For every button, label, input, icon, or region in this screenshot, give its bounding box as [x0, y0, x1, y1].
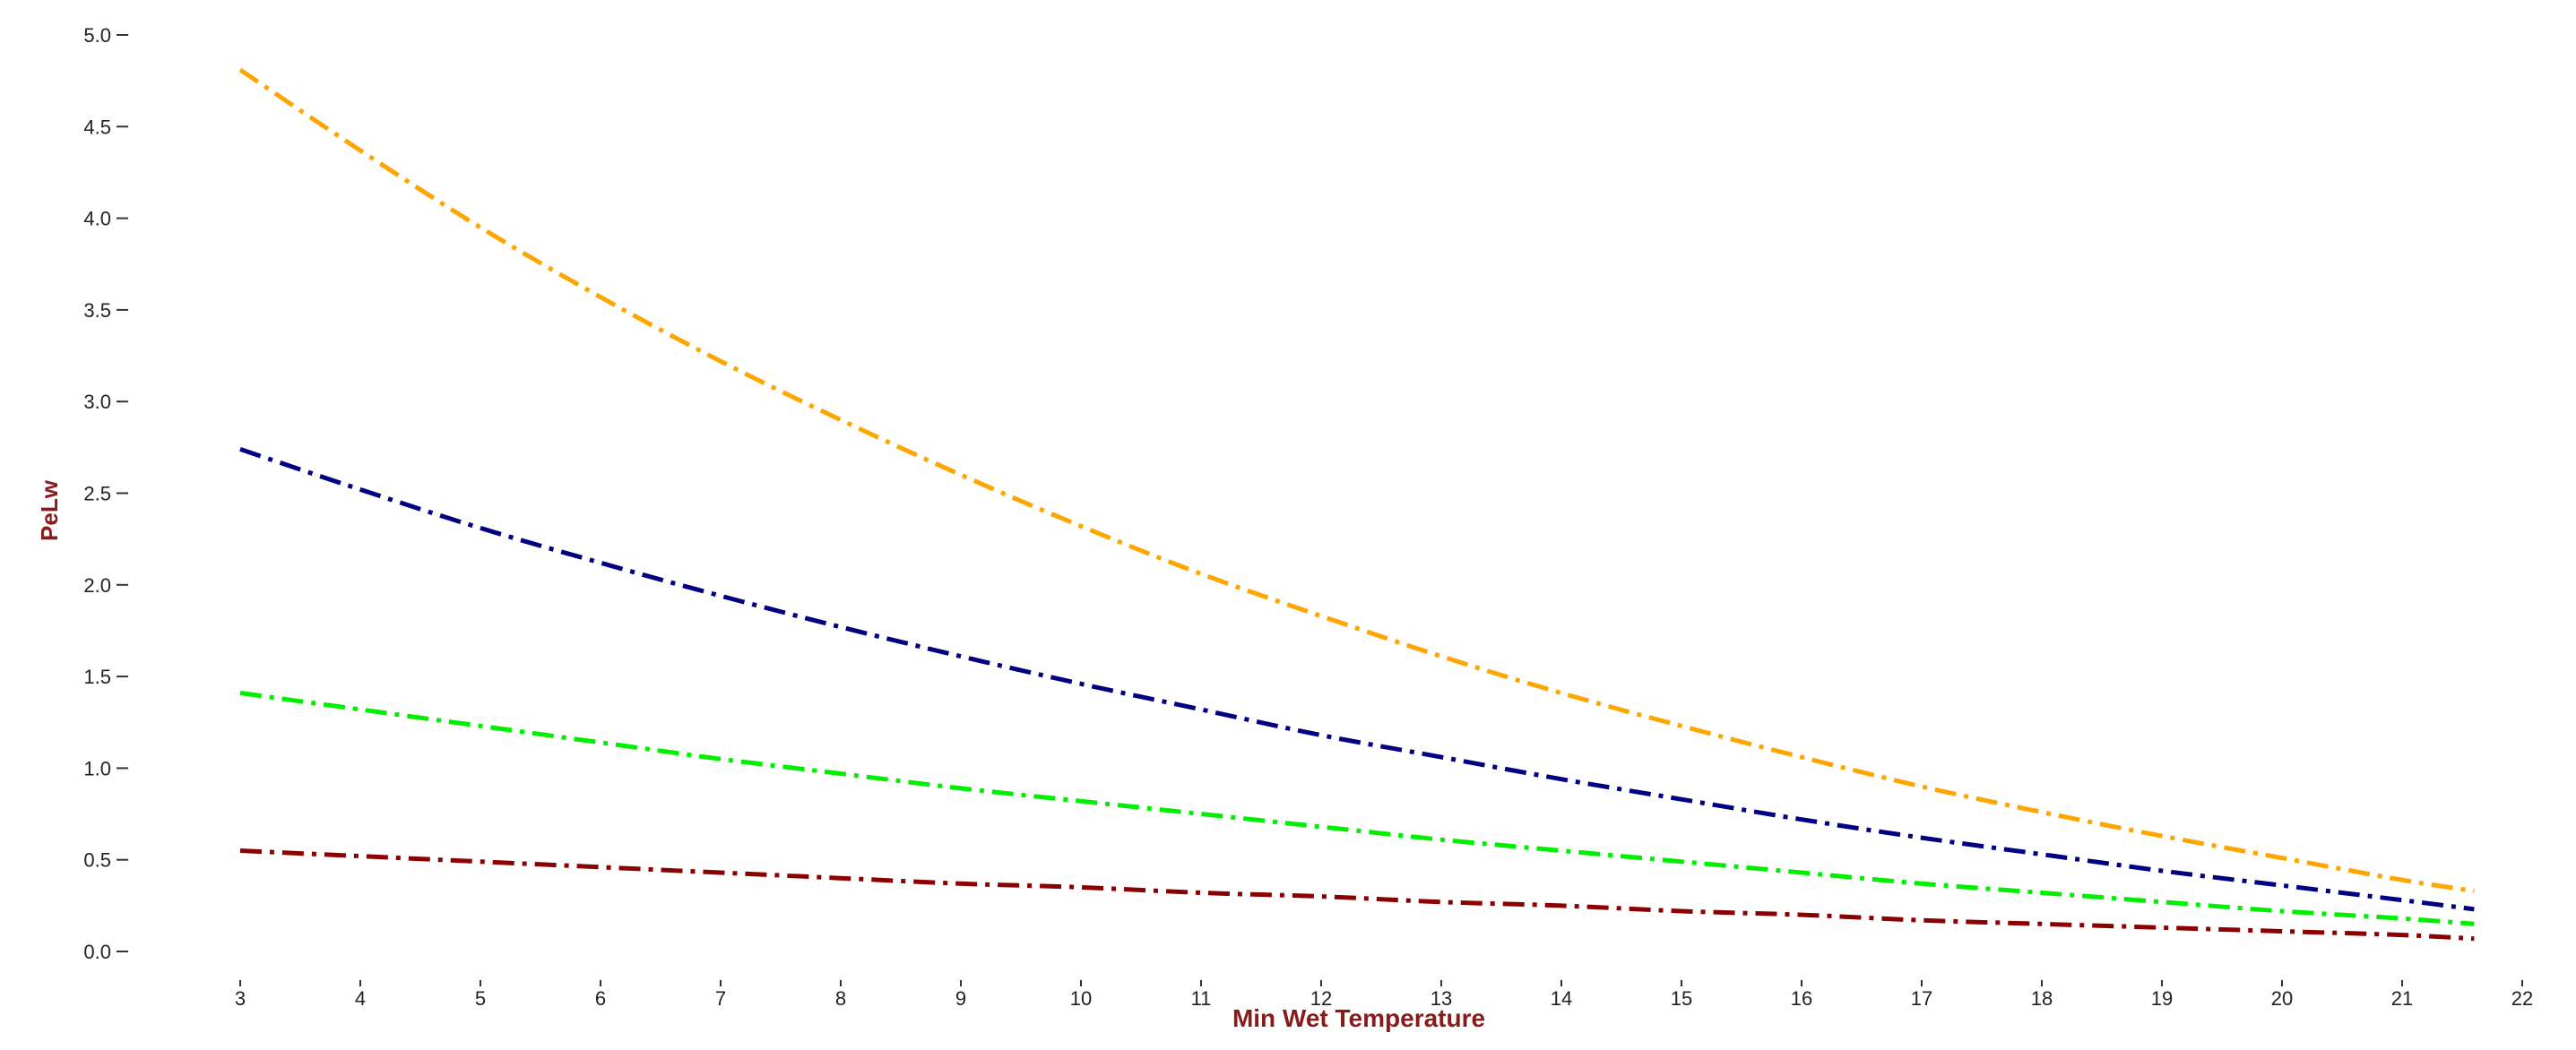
y-tick-label: 3.5	[83, 299, 111, 322]
x-tick-label: 4	[355, 987, 366, 1010]
series-layer	[238, 67, 2475, 942]
y-tick-label: 4.5	[83, 116, 111, 138]
x-tick-label: 3	[235, 987, 246, 1010]
series-line-2	[239, 447, 2475, 912]
x-tick-label: 15	[1671, 987, 1692, 1010]
y-tick-label: 0.0	[83, 941, 111, 963]
x-tick-label: 20	[2271, 987, 2293, 1010]
x-tick-label: 17	[1911, 987, 1932, 1010]
x-tick-label: 9	[955, 987, 966, 1010]
x-tick-label: 22	[2511, 987, 2533, 1010]
y-tick-label: 3.0	[83, 391, 111, 413]
y-tick-label: 5.0	[83, 24, 111, 47]
series-line-1	[238, 67, 2475, 893]
x-tick-label: 5	[475, 987, 486, 1010]
x-tick-label: 8	[835, 987, 846, 1010]
y-axis: 0.0 0.5 1.0 1.5 2.0 2.5 3.0 3.5 4.0 4.5 5.0	[83, 24, 128, 963]
x-tick-label: 11	[1191, 987, 1212, 1010]
y-tick-label: 4.0	[83, 208, 111, 230]
x-tick-label: 10	[1070, 987, 1092, 1010]
y-tick-label: 1.5	[83, 666, 111, 688]
y-axis-title: PeLw	[36, 479, 63, 541]
x-tick-label: 21	[2391, 987, 2413, 1010]
series-line-4	[239, 848, 2475, 942]
y-tick-label: 1.0	[83, 757, 111, 779]
series-line-3	[239, 691, 2475, 926]
x-tick-label: 7	[715, 987, 726, 1010]
x-tick-label: 14	[1551, 987, 1572, 1010]
x-tick-label: 13	[1431, 987, 1452, 1010]
x-tick-label: 12	[1310, 987, 1332, 1010]
y-tick-label: 2.5	[83, 483, 111, 505]
y-tick-label: 0.5	[83, 849, 111, 872]
x-tick-label: 18	[2031, 987, 2053, 1010]
x-axis-title: Min Wet Temperature	[1232, 1004, 1485, 1032]
x-axis: 3 4 5 6 7 8 9 10 11 12 13 14 15 16 17 18 19 20 21 22	[235, 980, 2533, 1010]
x-tick-label: 19	[2151, 987, 2173, 1010]
x-tick-label: 6	[595, 987, 606, 1010]
x-tick-label: 16	[1791, 987, 1812, 1010]
y-tick-label: 2.0	[83, 574, 111, 597]
